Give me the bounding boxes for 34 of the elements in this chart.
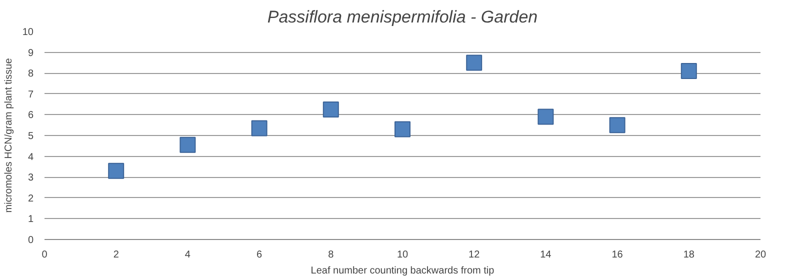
point bbox=[680, 63, 697, 80]
point bbox=[609, 117, 626, 134]
x-tick-label: 14 bbox=[540, 250, 552, 260]
x-tick-label: 18 bbox=[683, 250, 695, 260]
x-tick-label: 12 bbox=[468, 250, 480, 260]
y-tick-label: 8 bbox=[28, 68, 34, 80]
x-tick-label: 0 bbox=[42, 250, 48, 260]
x-tick-label: 16 bbox=[612, 250, 624, 260]
point bbox=[180, 136, 196, 153]
y-tick-label: 1 bbox=[28, 214, 34, 226]
point bbox=[538, 108, 554, 125]
y-tick-label: 7 bbox=[28, 89, 34, 100]
x-tick-label: 2 bbox=[113, 250, 120, 260]
point bbox=[394, 121, 410, 138]
x-tick-label: 8 bbox=[328, 250, 334, 260]
x-tick-label: 20 bbox=[754, 250, 766, 260]
chart-title: Passiflora menispermifolia - Garden bbox=[267, 8, 538, 26]
y-tick-label: 5 bbox=[28, 131, 34, 142]
point bbox=[251, 120, 268, 136]
y-tick-label: 10 bbox=[22, 27, 34, 38]
x-tick-label: 6 bbox=[256, 250, 263, 260]
y-tick-label: 2 bbox=[28, 193, 34, 204]
point bbox=[322, 102, 339, 118]
x-tick-label: 4 bbox=[184, 250, 191, 260]
x-tick-label: 10 bbox=[396, 250, 408, 260]
point bbox=[108, 162, 124, 179]
point bbox=[466, 54, 482, 71]
x-axis-title: Leaf number counting backwards from tip bbox=[310, 266, 495, 276]
y-tick-label: 9 bbox=[28, 48, 34, 59]
y-axis-title: micromoles HCN/gram plant tissue bbox=[3, 58, 14, 213]
y-tick-label: 3 bbox=[28, 172, 34, 184]
y-tick-label: 4 bbox=[28, 152, 34, 163]
y-tick-label: 6 bbox=[28, 110, 34, 122]
y-tick-label: 0 bbox=[28, 235, 34, 246]
